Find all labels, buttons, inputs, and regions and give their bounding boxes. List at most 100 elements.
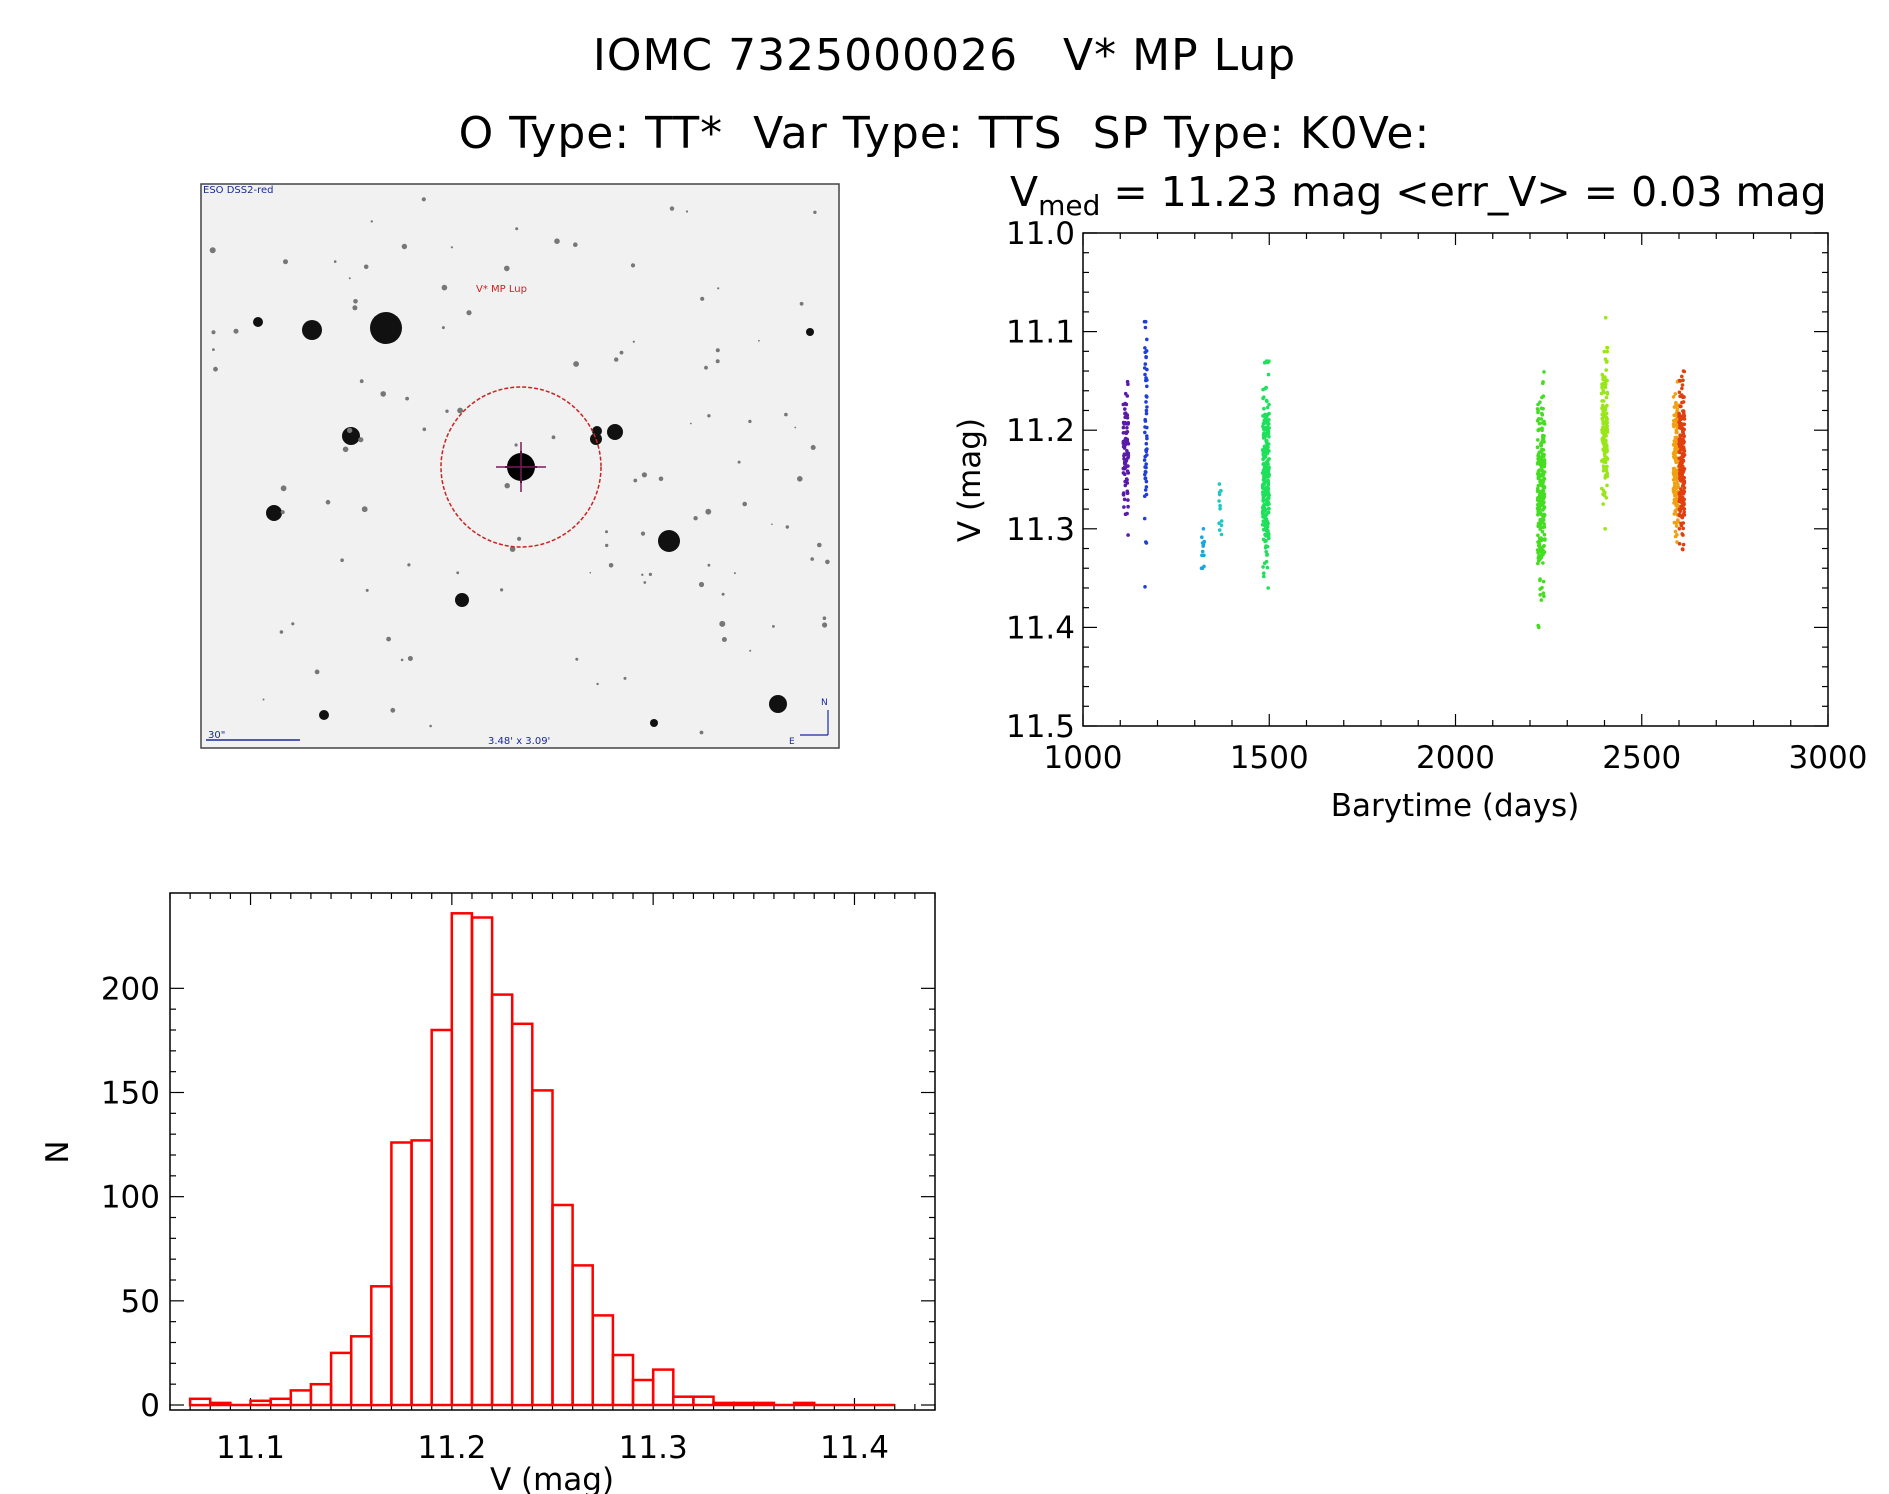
faint-star: [614, 357, 619, 362]
light-curve-point: [1266, 470, 1271, 474]
faint-star: [794, 426, 797, 429]
light-curve-point: [1676, 518, 1680, 522]
field-star: [253, 317, 263, 327]
light-curve-point: [1265, 441, 1269, 446]
light-curve-point: [1680, 386, 1684, 391]
light-curve-point: [1541, 463, 1545, 468]
faint-star: [348, 277, 351, 280]
light-curve-point: [1536, 512, 1540, 517]
light-curve-point: [1267, 426, 1271, 430]
light-curve-point: [1201, 527, 1206, 531]
light-curve-point: [1541, 548, 1545, 553]
light-curve-point: [1537, 427, 1542, 432]
light-curve-point: [1601, 419, 1605, 423]
light-curve-point: [1539, 511, 1543, 516]
faint-star: [407, 656, 413, 661]
histogram-bar: [370, 1285, 393, 1407]
light-curve-point: [1677, 449, 1682, 454]
light-curve-point: [1602, 349, 1607, 354]
light-curve-point: [1265, 405, 1270, 410]
light-curve-point: [1143, 319, 1148, 324]
x-tick-label: 2500: [1602, 740, 1681, 776]
faint-star: [825, 559, 830, 565]
light-curve-point: [1599, 391, 1604, 396]
faint-star: [347, 427, 353, 434]
faint-star: [353, 299, 358, 304]
light-curve-point: [1541, 470, 1545, 474]
light-curve-point: [1672, 469, 1677, 474]
light-curve-point: [1219, 532, 1224, 537]
field-star: [806, 328, 814, 336]
light-curve-point: [1144, 462, 1148, 466]
faint-star: [717, 287, 720, 290]
x-tick-label: 11.2: [417, 1430, 486, 1466]
light-curve-point: [1541, 544, 1546, 549]
light-curve-point: [1536, 533, 1540, 538]
light-curve-point: [1672, 413, 1676, 418]
light-curve-point: [1126, 533, 1130, 537]
light-curve-point: [1263, 455, 1268, 459]
histogram-bar: [631, 1378, 655, 1407]
light-curve-point: [1542, 532, 1547, 537]
light-curve-point: [1144, 400, 1148, 404]
light-curve-point: [1542, 422, 1547, 426]
light-curve-point: [1601, 458, 1605, 462]
light-curve-point: [1261, 452, 1266, 456]
faint-star: [359, 379, 364, 384]
light-curve-point: [1677, 513, 1682, 518]
light-curve-point: [1122, 466, 1126, 471]
light-curve-point: [1267, 472, 1271, 477]
histogram-bar: [188, 1397, 212, 1407]
faint-star: [596, 682, 599, 686]
x-tick-label: 1500: [1230, 740, 1309, 776]
y-tick-label: 0: [140, 1388, 160, 1424]
light-curve-point: [1601, 407, 1606, 411]
light-curve-point: [1262, 508, 1266, 513]
light-curve-point: [1681, 452, 1685, 457]
light-curve-point: [1143, 350, 1147, 355]
light-curve-point: [1143, 346, 1147, 350]
faint-star: [619, 350, 624, 355]
light-curve-point: [1125, 426, 1129, 430]
y-tick-label: 150: [101, 1076, 160, 1112]
faint-star: [279, 630, 284, 634]
light-curve-point: [1672, 405, 1677, 409]
histogram-bar: [450, 912, 474, 1407]
light-curve-point: [1604, 395, 1609, 400]
faint-star: [715, 359, 720, 364]
light-curve-point: [1263, 533, 1268, 538]
light-curve-point: [1536, 559, 1541, 563]
light-curve-point: [1543, 538, 1547, 542]
faint-star: [211, 330, 216, 335]
light-curve-point: [1681, 395, 1685, 400]
light-curve-point: [1602, 493, 1607, 498]
x-tick-label: 3000: [1789, 740, 1868, 776]
histogram-bar: [490, 993, 514, 1407]
light-curve-point: [1602, 437, 1606, 442]
light-curve-point: [1126, 464, 1130, 468]
light-curve-point: [1262, 482, 1267, 487]
light-curve-point: [1679, 497, 1683, 502]
light-curve-point: [1675, 430, 1679, 435]
light-curve-point: [1125, 481, 1130, 485]
light-curve-point: [1681, 464, 1685, 469]
faint-star: [407, 563, 411, 567]
light-curve-point: [1602, 451, 1607, 456]
faint-star: [698, 581, 705, 588]
light-curve-point: [1540, 413, 1545, 417]
faint-star: [641, 472, 648, 478]
light-curve-point: [1538, 489, 1542, 494]
histogram-bar: [470, 916, 494, 1407]
faint-star: [707, 563, 711, 567]
faint-star: [813, 210, 817, 214]
light-curve-point: [1604, 368, 1608, 372]
light-curve-point: [1125, 469, 1130, 474]
light-curve-point: [1265, 428, 1270, 433]
light-curve-point: [1121, 431, 1126, 435]
light-curve-point: [1677, 527, 1682, 531]
faint-star: [573, 242, 578, 247]
y-tick-label: 200: [101, 971, 160, 1007]
scale-label: 30": [208, 730, 225, 741]
light-curve-point: [1681, 542, 1686, 547]
light-curve-point: [1125, 394, 1130, 398]
